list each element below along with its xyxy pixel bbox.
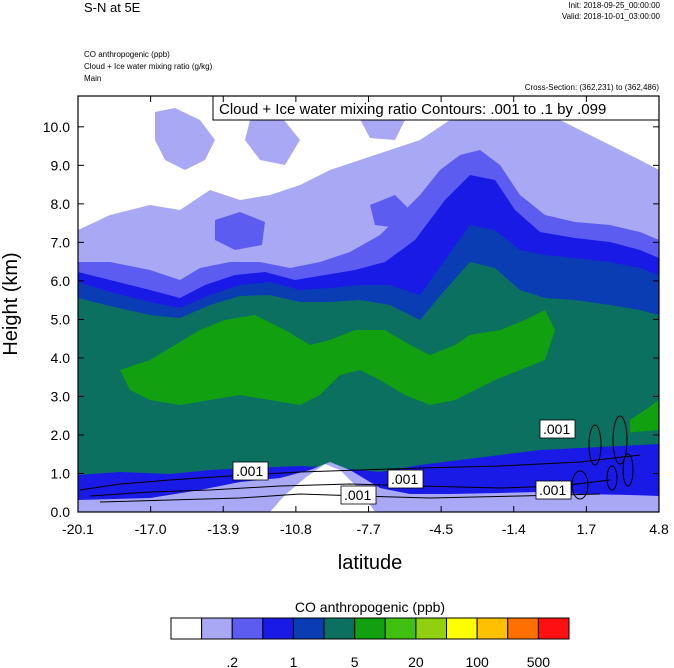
- y-tick-label: 10.0: [43, 119, 70, 135]
- x-tick-label: -13.9: [207, 521, 239, 537]
- colorbar-swatch: [201, 617, 233, 640]
- cross-section-label: Cross-Section: (362,231) to (362,486): [524, 83, 659, 92]
- contour-blob-4: [622, 453, 634, 487]
- y-tick-label: 5.0: [51, 311, 71, 327]
- colorbar-label: 5: [351, 654, 359, 668]
- contour-title-box: [212, 95, 660, 121]
- contour-blob-2: [588, 424, 602, 466]
- colorbar-label: .2: [226, 654, 238, 668]
- co-band-green: [120, 310, 555, 405]
- y-tick-label: 0.0: [51, 504, 71, 520]
- x-tick-label: -10.8: [280, 521, 312, 537]
- x-tick-label: 4.8: [649, 521, 669, 537]
- y-tick-label: 8.0: [51, 196, 71, 212]
- colorbar-swatch: [292, 617, 325, 640]
- contour-label: .001: [236, 463, 263, 479]
- colorbar-label: 500: [527, 654, 551, 668]
- plot-title: S-N at 5E: [84, 0, 141, 15]
- x-tick-label: -7.7: [356, 521, 380, 537]
- colorbar-swatch: [446, 617, 478, 640]
- y-axis: 0.0 1.0 2.0 3.0 4.0 5.0 6.0 7.0 8.0 9.0 10.0: [43, 119, 659, 520]
- co-band-0.2-top: [155, 105, 405, 170]
- y-tick-label: 7.0: [51, 234, 71, 250]
- colorbar-label: 100: [465, 654, 489, 668]
- x-axis-label: latitude: [338, 552, 403, 574]
- colorbar-label: 1: [290, 654, 298, 668]
- contour-blob-1: [571, 470, 589, 500]
- colorbar-swatch: [537, 617, 570, 640]
- contour-title: Cloud + Ice water mixing ratio Contours:…: [219, 101, 606, 118]
- field-name-co: CO anthropogenic (ppb): [84, 50, 170, 59]
- contour-label-group: .001 .001 .001 .001 .001: [232, 419, 576, 505]
- colorbar-swatch: [170, 617, 203, 640]
- init-time: Init: 2018-09-25_00:00:00: [568, 1, 660, 10]
- colorbar-swatch: [354, 617, 386, 640]
- colorbar-swatch: [262, 617, 294, 640]
- x-tick-label: -20.1: [62, 521, 94, 537]
- x-tick-label: 1.7: [577, 521, 597, 537]
- x-tick-label: -17.0: [135, 521, 167, 537]
- y-tick-label: 2.0: [51, 427, 71, 443]
- contour-label: .001: [344, 487, 371, 503]
- valid-time: Valid: 2018-10-01_03:00:00: [561, 12, 660, 21]
- x-tick-label: -1.4: [502, 521, 526, 537]
- colorbar-swatch: [384, 617, 417, 640]
- y-tick-label: 4.0: [51, 350, 71, 366]
- domain-name: Main: [84, 74, 102, 83]
- colorbar-swatch: [476, 617, 509, 640]
- co-field: [78, 96, 659, 512]
- y-tick-label: 9.0: [51, 157, 71, 173]
- colorbar-swatch: [507, 617, 539, 640]
- contour-label: .001: [391, 471, 418, 487]
- colorbar-swatch: [231, 617, 264, 640]
- colorbar-label: 20: [408, 654, 424, 668]
- colorbar: [170, 617, 570, 640]
- contour-line-3: [99, 493, 601, 503]
- y-tick-label: 1.0: [51, 465, 71, 481]
- x-tick-label: -4.5: [429, 521, 453, 537]
- co-band-1-patch: [215, 195, 410, 250]
- colorbar-labels: .2 1 5 20 100 500: [226, 654, 550, 668]
- colorbar-title: CO anthropogenic (ppb): [295, 599, 445, 615]
- contour-blob-3: [612, 415, 628, 465]
- x-axis: -20.1 -17.0 -13.9 -10.8 -7.7 -4.5 -1.4 1.7 4.8: [62, 96, 669, 537]
- contour-blob-5: [606, 465, 618, 491]
- y-tick-label: 3.0: [51, 388, 71, 404]
- field-name-cloud: Cloud + Ice water mixing ratio (g/kg): [84, 62, 213, 71]
- contour-label: .001: [543, 421, 570, 437]
- colorbar-swatch: [323, 617, 356, 640]
- contour-line-1: [79, 454, 641, 491]
- y-axis-label: Height (km): [0, 252, 22, 355]
- y-tick-label: 6.0: [51, 273, 71, 289]
- colorbar-swatch: [415, 617, 448, 640]
- contour-label: .001: [539, 482, 566, 498]
